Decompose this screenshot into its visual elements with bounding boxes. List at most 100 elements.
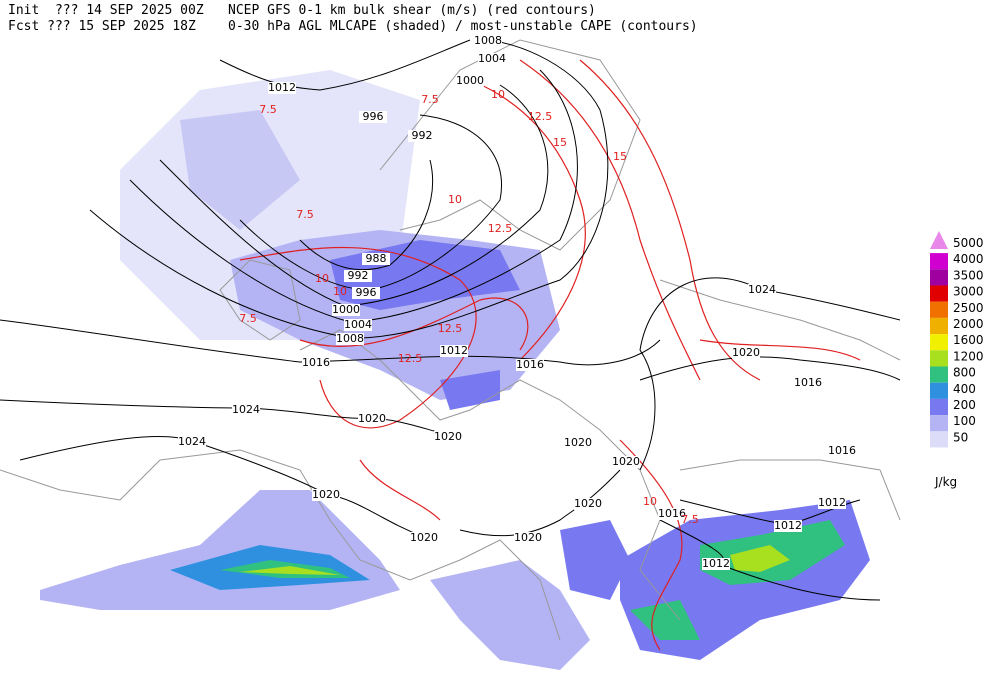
isobar <box>159 84 549 307</box>
colorbar-label: 2000 <box>953 317 984 331</box>
isobar-label-bg <box>516 359 544 371</box>
model-title: NCEP GFS 0-1 km bulk shear (m/s) (red co… <box>228 3 596 18</box>
isobar-label: 1024 <box>178 435 206 448</box>
coastline <box>679 459 901 521</box>
coastline <box>219 259 301 341</box>
colorbar-label: 100 <box>953 414 976 428</box>
cape-shade <box>730 545 790 572</box>
shear-label: 7.5 <box>296 208 314 221</box>
isobar-label: 996 <box>363 110 384 123</box>
isobar-label: 1020 <box>312 488 340 501</box>
colorbar-label: 50 <box>953 430 968 444</box>
isobar <box>459 469 621 537</box>
isobar-label-bg <box>564 437 592 449</box>
isobar-label: 1020 <box>434 430 462 443</box>
shear-label: 12.5 <box>488 222 513 235</box>
colorbar-label: 5000 <box>953 236 984 250</box>
colorbar-swatch <box>930 382 948 399</box>
shear-contour <box>239 246 477 429</box>
colorbar-swatch <box>930 431 948 448</box>
isobar-label: 1012 <box>268 81 296 94</box>
isobar-label: 1000 <box>332 303 360 316</box>
isobar-label-bg <box>828 445 856 457</box>
isobar-label: 1012 <box>702 557 730 570</box>
colorbar-label: 1600 <box>953 333 984 347</box>
colorbar-label: 2500 <box>953 301 984 315</box>
isobar-label: 1016 <box>658 507 686 520</box>
cape-shade <box>630 600 700 640</box>
isobar-label-bg <box>478 53 506 65</box>
isobar-label: 1016 <box>794 376 822 389</box>
isobar-label-bg <box>344 319 372 331</box>
colorbar-label: 4000 <box>953 252 984 266</box>
isobar-label: 988 <box>366 252 387 265</box>
isobar <box>239 114 502 291</box>
shear-label: 7.5 <box>239 312 257 325</box>
isobar-label: 1004 <box>344 318 372 331</box>
isobars <box>0 39 901 601</box>
isobar <box>129 69 578 323</box>
isobar-label: 1012 <box>818 496 846 509</box>
colorbar-swatch <box>930 269 948 286</box>
isobar-label: 1008 <box>336 332 364 345</box>
isobar-label-bg <box>344 270 372 282</box>
isobar-label-bg <box>332 304 360 316</box>
isobar-label: 1020 <box>358 412 386 425</box>
isobar-label-bg <box>748 284 776 296</box>
coastline <box>379 39 641 251</box>
colorbar-swatch <box>930 285 948 302</box>
cape-shade <box>440 370 500 410</box>
isobar-label-bg <box>818 497 846 509</box>
colorbar-swatch <box>930 350 948 367</box>
cape-shade <box>40 490 400 610</box>
isobar <box>89 39 609 339</box>
isobar-label-bg <box>456 75 484 87</box>
colorbar-swatch <box>930 253 948 270</box>
cape-shade <box>180 110 300 230</box>
isobar <box>639 277 901 471</box>
fcst-label: Fcst ??? 15 SEP 2025 18Z <box>8 19 196 34</box>
isobar-label: 1020 <box>612 455 640 468</box>
shear-label: 15 <box>613 150 627 163</box>
shear-label: 10 <box>448 193 462 206</box>
isobar-label-bg <box>440 345 468 357</box>
isobar-label-bg <box>352 287 380 299</box>
colorbar-label: 3500 <box>953 268 984 282</box>
shear-contour <box>299 297 529 351</box>
shear-label: 7.5 <box>259 103 277 116</box>
isobar-label: 1008 <box>474 34 502 47</box>
isobar-label: 1012 <box>774 519 802 532</box>
shear-label: 12.5 <box>528 110 553 123</box>
isobar-label-bg <box>302 357 330 369</box>
shear-label: 10 <box>333 285 347 298</box>
shear-contours <box>239 59 861 651</box>
isobar-label-bg <box>232 404 260 416</box>
isobar-label-bg <box>359 111 387 123</box>
colorbar: 5000 4000 3500 3000 2500 2000 1600 1200 800 400 20… <box>930 231 984 448</box>
shear-contour <box>699 339 861 361</box>
isobar <box>0 399 461 437</box>
isobar-label-bg <box>358 413 386 425</box>
isobar-label: 1016 <box>302 356 330 369</box>
isobar-label: 1020 <box>514 531 542 544</box>
shear-label: 10 <box>643 495 657 508</box>
coastline <box>159 449 561 641</box>
isobar-label-bg <box>410 532 438 544</box>
isobar <box>19 435 425 538</box>
isobar <box>299 159 434 271</box>
colorbar-swatch <box>930 317 948 335</box>
isobar-label: 1020 <box>410 531 438 544</box>
colorbar-swatch <box>930 231 948 249</box>
isobar-label: 1012 <box>440 344 468 357</box>
isobar-label-bg <box>336 333 364 345</box>
isobar <box>0 319 661 366</box>
isobar-label: 992 <box>412 129 433 142</box>
isobar-label: 1016 <box>516 358 544 371</box>
colorbar-swatch <box>930 366 948 383</box>
isobar <box>639 356 901 381</box>
isobar-label-bg <box>408 130 436 142</box>
isobar-label: 1016 <box>828 444 856 457</box>
isobar-label-bg <box>312 489 340 501</box>
colorbar-swatch <box>930 301 948 318</box>
isobar-label: 996 <box>356 286 377 299</box>
